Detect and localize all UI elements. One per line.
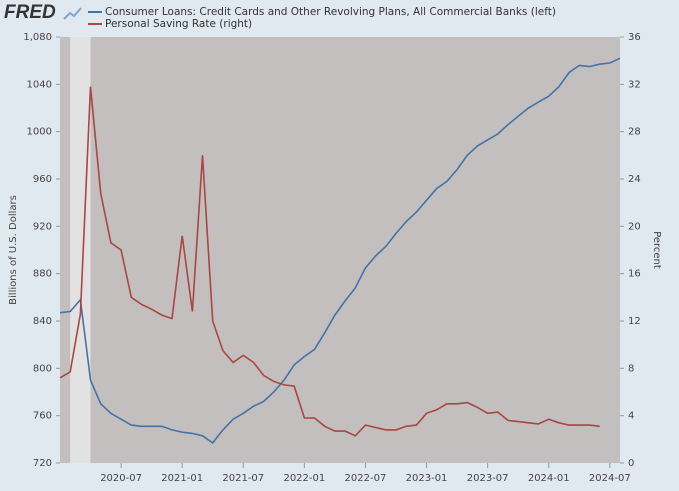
logo-icon bbox=[63, 7, 82, 20]
y-tick-label: 880 bbox=[33, 269, 52, 280]
plot-area bbox=[60, 37, 620, 463]
x-tick-label: 2024-07 bbox=[589, 473, 631, 484]
logo: FRED bbox=[4, 2, 56, 23]
x-tick-label: 2023-07 bbox=[467, 473, 509, 484]
x-tick-label: 2022-01 bbox=[283, 473, 325, 484]
x-tick-label: 2023-01 bbox=[406, 473, 448, 484]
y-tick-label: 1000 bbox=[27, 127, 52, 138]
x-tick-label: 2022-07 bbox=[345, 473, 387, 484]
y-tick-label: 1,080 bbox=[23, 32, 52, 43]
x-tick-label: 2021-01 bbox=[161, 473, 203, 484]
y2-tick-label: 24 bbox=[628, 174, 641, 185]
y-axis-label: Billions of U.S. Dollars bbox=[8, 195, 19, 305]
recession-shading bbox=[70, 37, 91, 463]
y2-tick-label: 4 bbox=[628, 411, 634, 422]
series-line bbox=[59, 86, 600, 437]
y-tick-label: 720 bbox=[33, 458, 52, 469]
x-tick-label: 2021-07 bbox=[222, 473, 264, 484]
y-tick-label: 1040 bbox=[27, 79, 52, 90]
y-tick-label: 840 bbox=[33, 316, 52, 327]
y2-tick-label: 28 bbox=[628, 127, 641, 138]
y-tick-label: 760 bbox=[33, 411, 52, 422]
x-tick-label: 2020-07 bbox=[100, 473, 142, 484]
y2-tick-label: 0 bbox=[628, 458, 634, 469]
y2-tick-label: 8 bbox=[628, 363, 634, 374]
y-tick-label: 920 bbox=[33, 221, 52, 232]
y2-tick-label: 36 bbox=[628, 32, 641, 43]
legend-entry: Consumer Loans: Credit Cards and Other R… bbox=[105, 6, 556, 18]
y2-tick-label: 32 bbox=[628, 79, 641, 90]
x-tick-label: 2024-01 bbox=[528, 473, 570, 484]
y-tick-label: 800 bbox=[33, 363, 52, 374]
series-line bbox=[59, 57, 621, 444]
y2-axis-label: Percent bbox=[651, 231, 662, 269]
y2-tick-label: 20 bbox=[628, 221, 641, 232]
y2-tick-label: 16 bbox=[628, 269, 641, 280]
y2-tick-label: 12 bbox=[628, 316, 641, 327]
legend-entry: Personal Saving Rate (right) bbox=[105, 18, 252, 30]
y-tick-label: 960 bbox=[33, 174, 52, 185]
